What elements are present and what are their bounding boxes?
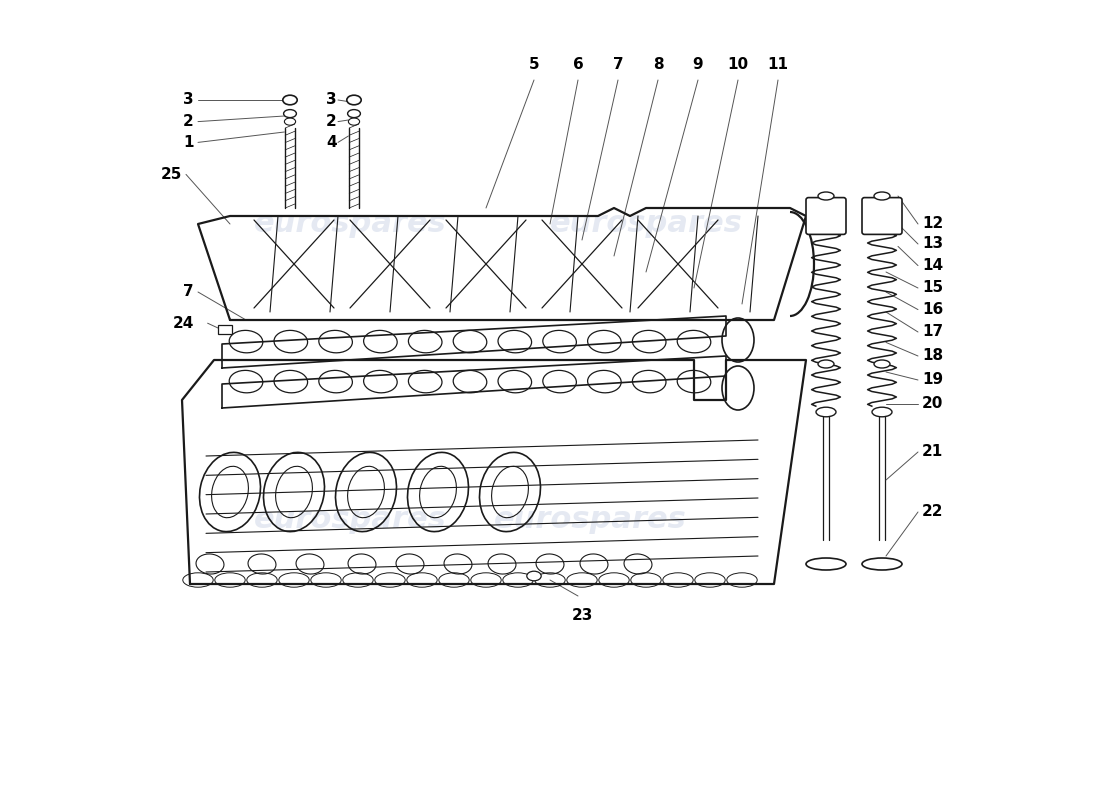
Text: 21: 21 (922, 445, 944, 459)
Text: 1: 1 (184, 135, 194, 150)
Text: 17: 17 (922, 325, 943, 339)
Text: eurospares: eurospares (494, 506, 686, 534)
Text: 11: 11 (768, 57, 789, 72)
Text: eurospares: eurospares (254, 506, 447, 534)
Text: 5: 5 (529, 57, 539, 72)
Ellipse shape (283, 95, 297, 105)
Text: 24: 24 (173, 316, 194, 330)
Text: eurospares: eurospares (550, 210, 742, 238)
Text: 10: 10 (727, 57, 749, 72)
Text: 14: 14 (922, 258, 943, 273)
Text: 9: 9 (693, 57, 703, 72)
Text: 2: 2 (184, 114, 194, 129)
Text: 8: 8 (652, 57, 663, 72)
Text: 3: 3 (184, 93, 194, 107)
Ellipse shape (862, 558, 902, 570)
Ellipse shape (874, 192, 890, 200)
Ellipse shape (346, 95, 361, 105)
Text: 16: 16 (922, 302, 944, 317)
Ellipse shape (872, 407, 892, 417)
Text: 20: 20 (922, 397, 944, 411)
FancyBboxPatch shape (862, 198, 902, 234)
FancyBboxPatch shape (806, 198, 846, 234)
Text: 3: 3 (326, 93, 337, 107)
Text: 2: 2 (326, 114, 337, 129)
Text: 18: 18 (922, 349, 943, 363)
Ellipse shape (818, 360, 834, 368)
Bar (218, 325, 232, 334)
Text: 23: 23 (571, 608, 593, 623)
Text: 22: 22 (922, 505, 944, 519)
Text: 19: 19 (922, 373, 943, 387)
Text: 25: 25 (161, 167, 182, 182)
Text: 7: 7 (613, 57, 624, 72)
Text: eurospares: eurospares (254, 210, 447, 238)
Text: 12: 12 (922, 217, 944, 231)
Ellipse shape (816, 407, 836, 417)
Text: 13: 13 (922, 237, 943, 251)
Ellipse shape (806, 558, 846, 570)
Ellipse shape (874, 360, 890, 368)
Text: 7: 7 (184, 285, 194, 299)
Text: 4: 4 (326, 135, 337, 150)
Text: 6: 6 (573, 57, 583, 72)
Text: 15: 15 (922, 281, 943, 295)
Ellipse shape (818, 192, 834, 200)
Ellipse shape (527, 571, 541, 581)
